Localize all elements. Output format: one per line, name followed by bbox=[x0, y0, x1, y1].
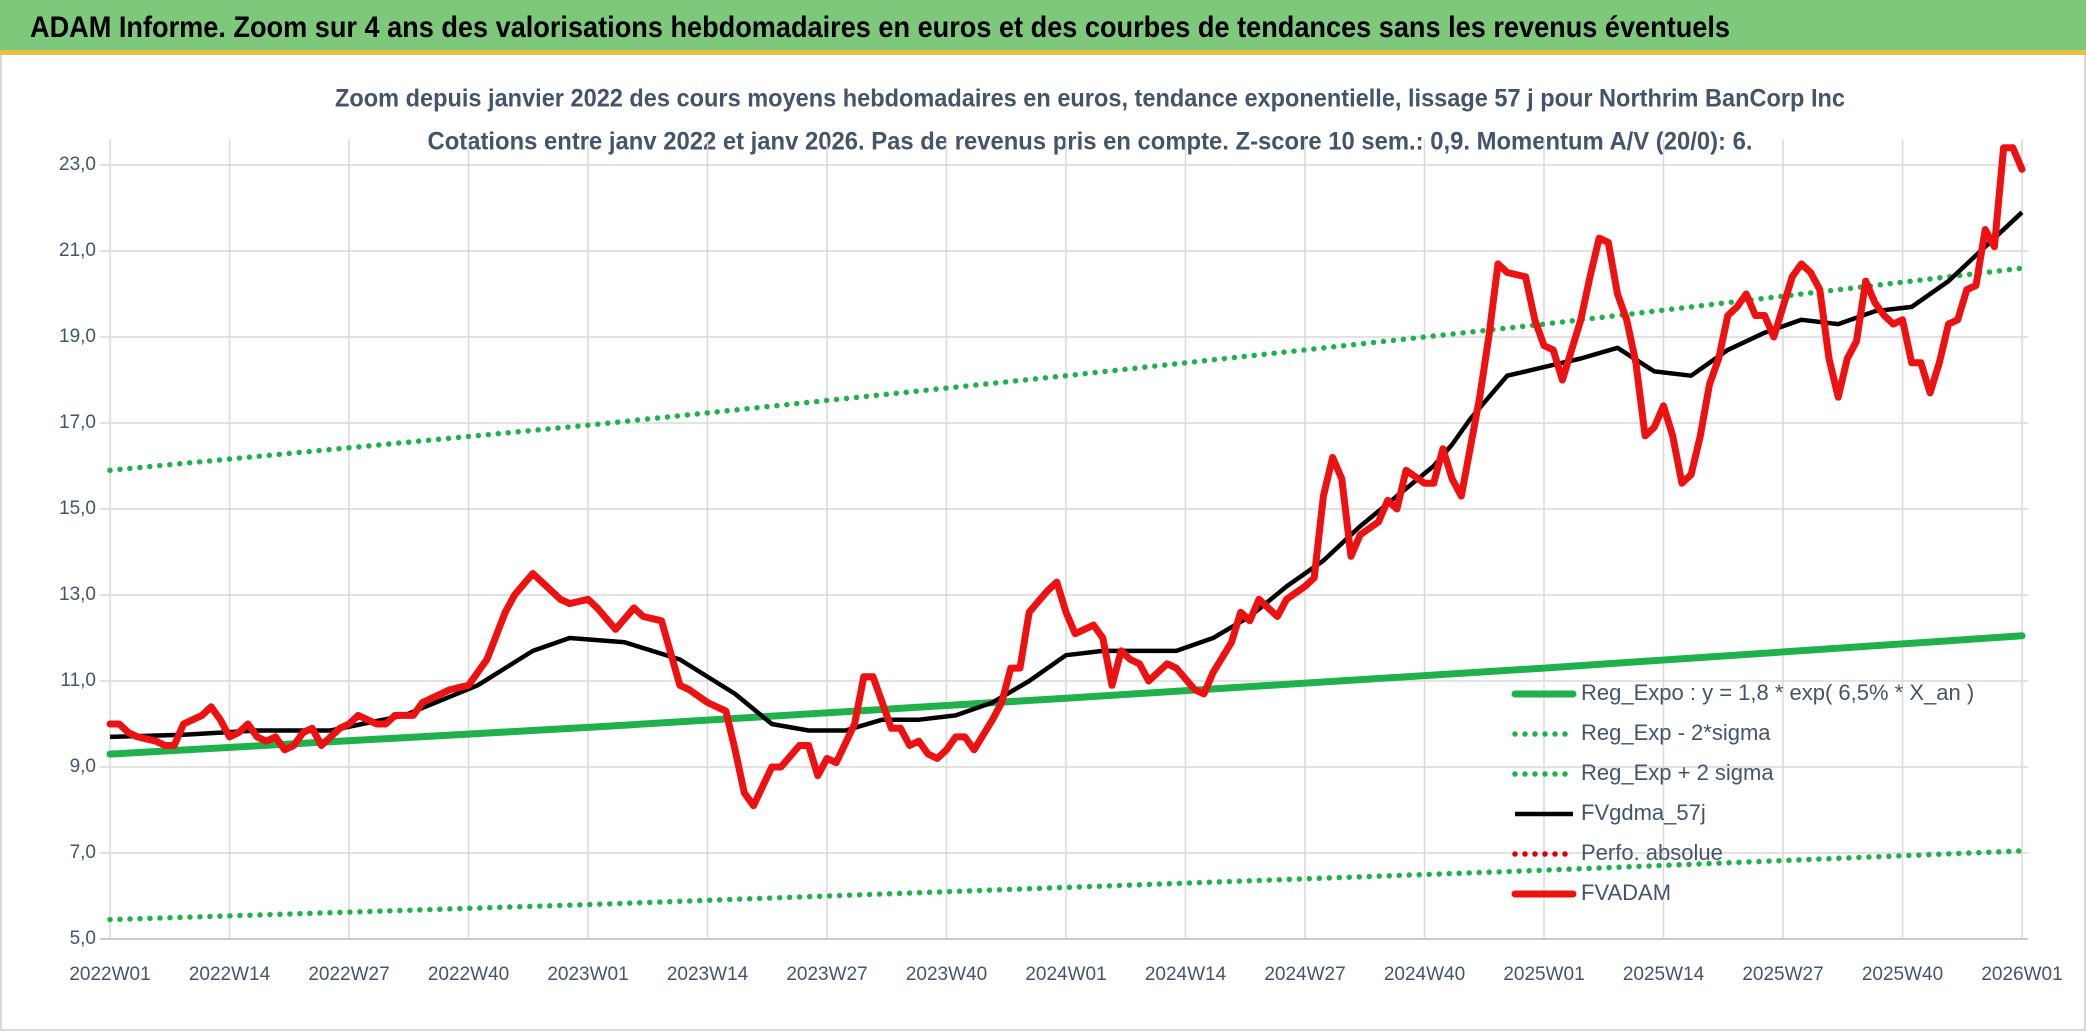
legend-label: FVgdma_57j bbox=[1581, 800, 1706, 825]
x-tick-label: 2023W27 bbox=[786, 964, 867, 985]
y-tick-label: 23,0 bbox=[59, 154, 96, 175]
x-tick-label: 2025W27 bbox=[1742, 964, 1823, 985]
y-tick-label: 13,0 bbox=[59, 584, 96, 605]
y-tick-label: 7,0 bbox=[70, 842, 96, 863]
x-tick-label: 2022W14 bbox=[189, 964, 271, 985]
series-line bbox=[106, 632, 2026, 758]
header-title: ADAM Informe. Zoom sur 4 ans des valoris… bbox=[30, 11, 1730, 44]
y-tick-label: 21,0 bbox=[59, 240, 96, 261]
header-bar bbox=[0, 0, 2086, 54]
x-tick-label: 2025W40 bbox=[1862, 964, 1943, 985]
legend: Reg_Expo : y = 1,8 * exp( 6,5% * X_an ) R… bbox=[1511, 680, 1974, 905]
series-line bbox=[109, 210, 2024, 740]
x-tick-label: 2023W40 bbox=[906, 964, 987, 985]
x-tick-label: 2024W01 bbox=[1025, 964, 1106, 985]
x-tick-label: 2022W01 bbox=[69, 964, 150, 985]
x-tick-label: 2022W27 bbox=[308, 964, 389, 985]
y-tick-label: 19,0 bbox=[59, 326, 96, 347]
series-line bbox=[106, 144, 2026, 810]
x-tick-label: 2022W40 bbox=[428, 964, 509, 985]
chart-title: Zoom depuis janvier 2022 des cours moyen… bbox=[335, 85, 1845, 113]
x-tick-label: 2024W14 bbox=[1145, 964, 1227, 985]
x-tick-label: 2025W14 bbox=[1623, 964, 1705, 985]
legend-label: FVADAM bbox=[1581, 880, 1671, 905]
y-tick-label: 9,0 bbox=[70, 756, 96, 777]
y-tick-label: 5,0 bbox=[70, 928, 96, 949]
x-tick-label: 2025W01 bbox=[1503, 964, 1584, 985]
legend-label: Reg_Exp - 2*sigma bbox=[1581, 720, 1771, 745]
y-tick-label: 17,0 bbox=[59, 412, 96, 433]
y-tick-label: 11,0 bbox=[60, 670, 96, 691]
series-line bbox=[107, 848, 2025, 923]
grid bbox=[100, 139, 2028, 940]
legend-label: Perfo. absolue bbox=[1581, 840, 1723, 865]
header-underline bbox=[0, 50, 2086, 55]
x-tick-label: 2024W27 bbox=[1264, 964, 1345, 985]
legend-label: Reg_Exp + 2 sigma bbox=[1581, 760, 1774, 785]
chart-subtitle: Cotations entre janv 2022 et janv 2026. … bbox=[428, 128, 1753, 156]
series-line bbox=[107, 265, 2025, 474]
x-tick-label: 2024W40 bbox=[1384, 964, 1465, 985]
x-tick-label: 2023W01 bbox=[547, 964, 628, 985]
x-tick-label: 2023W14 bbox=[667, 964, 749, 985]
y-tick-label: 15,0 bbox=[59, 498, 96, 519]
legend-label: Reg_Expo : y = 1,8 * exp( 6,5% * X_an ) bbox=[1581, 680, 1974, 705]
x-tick-label: 2026W01 bbox=[1981, 964, 2062, 985]
